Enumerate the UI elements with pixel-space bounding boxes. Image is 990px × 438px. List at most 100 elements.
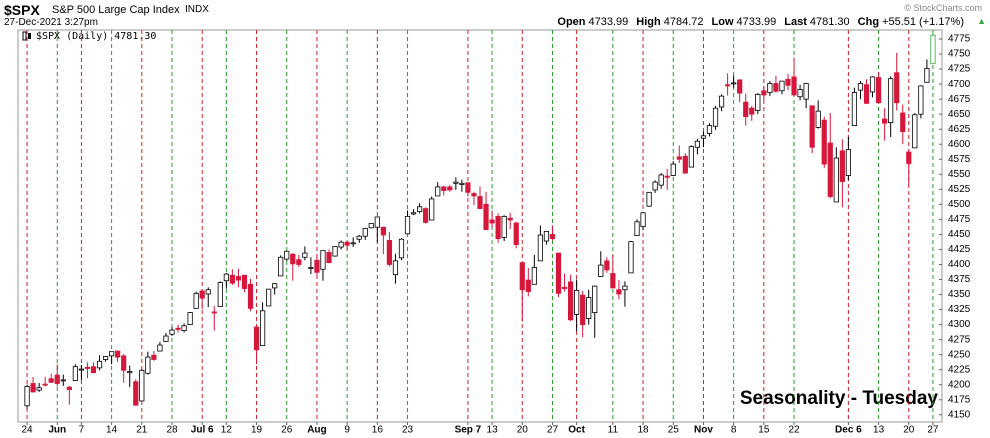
candle-body: [773, 83, 779, 92]
timestamp: 27-Dec-2021 3:27pm: [4, 17, 98, 28]
candle-body: [423, 208, 429, 223]
candle-body: [489, 219, 495, 224]
info-label: Open: [557, 16, 586, 28]
candle-body: [48, 378, 54, 383]
candle-body: [139, 369, 145, 402]
candle-body: [72, 366, 78, 381]
candle-body: [888, 78, 894, 123]
candle-body: [622, 285, 628, 291]
y-tick-label: 4225: [948, 364, 971, 375]
candle-body: [767, 83, 773, 93]
candle-body: [205, 289, 211, 295]
candle-body: [574, 289, 580, 315]
candle-body: [96, 360, 103, 369]
candle-body: [410, 212, 417, 215]
candle-body: [356, 235, 362, 240]
candle-body: [429, 198, 435, 221]
candle-body: [700, 135, 707, 139]
candle-body: [791, 76, 797, 96]
candle-body: [326, 252, 332, 264]
candle-body: [368, 223, 374, 229]
candle-body: [175, 327, 181, 330]
candle-body: [610, 273, 616, 289]
candle-body: [133, 381, 139, 406]
x-tick-label: 20: [903, 425, 915, 436]
x-tick-label: 14: [106, 425, 118, 436]
candle-body: [525, 279, 531, 292]
info-label: Chg: [857, 16, 880, 28]
y-tick-label: 4400: [948, 259, 971, 270]
candle-body: [712, 107, 719, 127]
y-tick-label: 4350: [948, 289, 971, 300]
x-tick-label: 12: [221, 425, 233, 436]
candle-body: [157, 344, 163, 352]
y-tick-label: 4600: [948, 139, 971, 150]
symbol: $SPX: [4, 2, 40, 18]
x-tick-label: Dec 6: [835, 425, 862, 436]
y-tick-label: 4325: [948, 304, 971, 315]
candle-body: [827, 142, 833, 197]
candle-body: [598, 264, 604, 277]
y-tick-label: 4625: [948, 124, 971, 135]
candle-body: [803, 83, 809, 100]
x-tick-label: 24: [21, 425, 33, 436]
candle-body: [924, 68, 930, 83]
candle-body: [761, 90, 767, 96]
x-tick-label: Sep 7: [455, 425, 482, 436]
candle-body: [749, 107, 755, 115]
x-tick-label: Jul 6: [191, 425, 214, 436]
x-tick-label: 13: [873, 425, 885, 436]
candle-body: [181, 325, 187, 332]
candle-body: [863, 84, 870, 104]
candle-body: [930, 34, 936, 65]
x-tick-label: 22: [788, 425, 800, 436]
candle-body: [670, 163, 676, 176]
candle-body: [839, 150, 845, 182]
candle-body: [809, 105, 815, 148]
x-tick-label: 16: [372, 425, 384, 436]
quote-info: Open 4733.99 High 4784.72 Low 4733.99 Last 4781…: [557, 16, 972, 28]
info-value: 4784.72: [663, 16, 704, 28]
x-tick-label: 15: [758, 425, 770, 436]
candle-body: [102, 356, 109, 360]
x-tick-label: 23: [402, 425, 414, 436]
candle-body: [320, 250, 326, 270]
y-tick-label: 4675: [948, 94, 971, 105]
candle-body: [435, 186, 441, 197]
candle-body: [314, 259, 320, 273]
candle-body: [290, 253, 296, 265]
candle-body: [350, 242, 356, 245]
x-tick-label: 27: [547, 425, 559, 436]
x-tick-label: 13: [487, 425, 499, 436]
candle-body: [688, 146, 694, 168]
info-label: Last: [784, 16, 807, 28]
title: S&P 500 Large Cap Index: [52, 4, 180, 16]
candle-body: [229, 274, 235, 284]
candle-body: [694, 140, 701, 148]
candle-body: [725, 84, 731, 87]
candle-body: [718, 95, 725, 108]
y-tick-label: 4725: [948, 64, 971, 75]
y-tick-label: 4200: [948, 379, 971, 390]
candle-body: [900, 112, 906, 133]
candle-body: [241, 274, 248, 289]
candle-body: [586, 297, 592, 319]
candle-body: [495, 215, 501, 240]
x-tick-label: Nov: [694, 425, 713, 436]
candle-body: [658, 174, 664, 186]
candle-body: [332, 246, 338, 257]
candle-body: [163, 335, 169, 342]
info-value: 4733.99: [736, 16, 777, 28]
x-tick-label: 26: [281, 425, 293, 436]
x-tick-label: 9: [344, 425, 350, 436]
candle-body: [549, 234, 556, 240]
info-value: +55.51 (+1.17%): [882, 16, 964, 28]
candle-body: [737, 79, 743, 94]
candle-body: [247, 283, 254, 309]
candle-body: [211, 311, 217, 314]
x-tick-label: 19: [251, 425, 263, 436]
x-tick-label: 11: [608, 425, 619, 436]
candle-body: [278, 256, 284, 277]
exchange: INDX: [185, 4, 209, 15]
y-tick-label: 4750: [948, 49, 971, 60]
